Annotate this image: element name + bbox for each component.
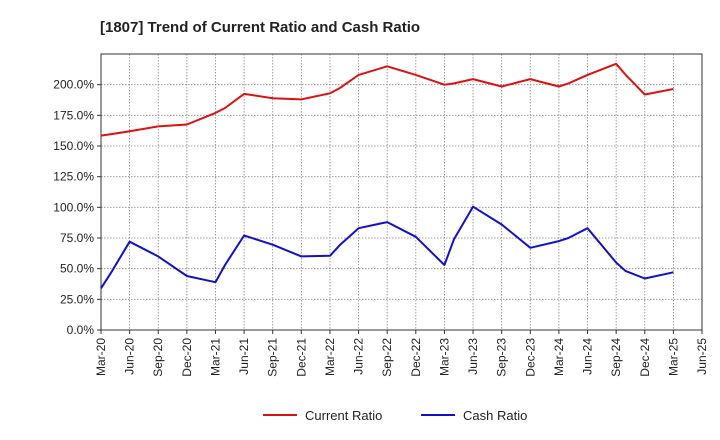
x-tick-label: Mar-25 <box>666 338 680 376</box>
x-tick-label: Mar-20 <box>94 338 108 376</box>
grid-lines <box>100 54 703 331</box>
x-tick-label: Sep-21 <box>266 338 280 377</box>
x-tick-label: Mar-23 <box>437 338 451 376</box>
y-tick-label: 175.0% <box>53 108 94 122</box>
y-tick-label: 100.0% <box>53 200 94 214</box>
x-tick-label: Jun-23 <box>466 338 480 375</box>
plot-frame <box>100 53 703 331</box>
x-tick-label: Jun-25 <box>695 338 709 375</box>
y-tick-label: 75.0% <box>60 231 94 245</box>
x-tick-label: Sep-23 <box>495 338 509 377</box>
current-ratio-line <box>100 62 674 137</box>
x-tick-label: Mar-24 <box>552 338 566 376</box>
x-tick-label: Jun-24 <box>581 338 595 375</box>
y-axis-ticks: 0.0% 25.0% 50.0% 75.0% 100.0% 125.0% 150.0% 175… <box>53 78 101 337</box>
y-tick-label: 0.0% <box>67 323 95 337</box>
x-tick-label: Jun-22 <box>352 338 366 375</box>
y-tick-label: 125.0% <box>53 170 94 184</box>
legend-cash-ratio-label: Cash Ratio <box>463 408 527 423</box>
chart-title: [1807] Trend of Current Ratio and Cash R… <box>100 19 420 36</box>
series-lines <box>100 62 674 289</box>
axes <box>100 53 703 331</box>
x-tick-label: Mar-22 <box>323 338 337 376</box>
x-tick-label: Jun-20 <box>123 338 137 375</box>
y-tick-label: 150.0% <box>53 139 94 153</box>
legend-current-ratio-label: Current Ratio <box>305 408 382 423</box>
x-tick-label: Jun-21 <box>237 338 251 375</box>
x-axis-ticks: Mar-20 Jun-20 Sep-20 Dec-20 Mar-21 Jun-21 Sep-… <box>94 330 709 377</box>
x-tick-label: Sep-20 <box>151 338 165 377</box>
y-tick-label: 200.0% <box>53 78 94 92</box>
x-tick-label: Sep-22 <box>380 338 394 377</box>
x-tick-label: Sep-24 <box>609 338 623 377</box>
y-tick-label: 25.0% <box>60 292 94 306</box>
x-tick-label: Dec-20 <box>180 338 194 377</box>
cash-ratio-line <box>100 205 674 289</box>
y-tick-label: 50.0% <box>60 262 94 276</box>
x-tick-label: Mar-21 <box>208 338 222 376</box>
x-tick-label: Dec-22 <box>409 338 423 377</box>
x-tick-label: Dec-23 <box>523 338 537 377</box>
legend: Current Ratio Cash Ratio <box>263 408 527 423</box>
x-tick-label: Dec-21 <box>294 338 308 377</box>
x-tick-label: Dec-24 <box>638 338 652 377</box>
